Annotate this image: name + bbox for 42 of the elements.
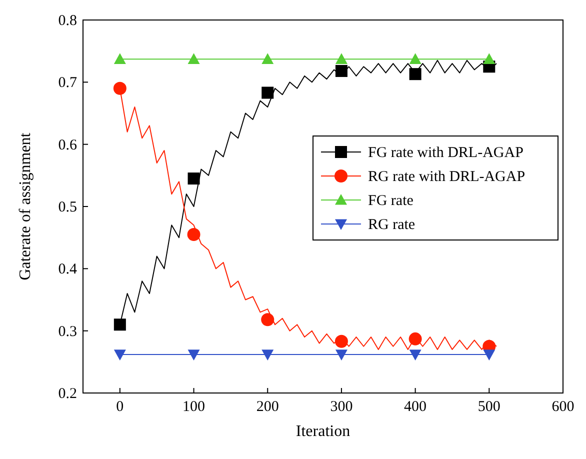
point bbox=[334, 334, 348, 348]
x-axis-title: Iteration bbox=[296, 423, 350, 440]
point bbox=[114, 350, 126, 360]
point bbox=[114, 318, 126, 331]
point bbox=[114, 53, 126, 64]
y-axis-title: Gaterate of assignment bbox=[17, 132, 34, 280]
point bbox=[335, 350, 348, 360]
point bbox=[188, 53, 200, 64]
point bbox=[261, 313, 274, 326]
point bbox=[409, 350, 422, 360]
point bbox=[408, 332, 422, 346]
legend-label: RG rate bbox=[368, 217, 416, 233]
y-tick-label: 0.7 bbox=[58, 75, 78, 92]
x-tick-label: 500 bbox=[478, 399, 500, 415]
point bbox=[409, 68, 422, 80]
x-tick-label: 400 bbox=[404, 399, 427, 415]
point bbox=[335, 64, 348, 77]
x-tick-label: 200 bbox=[256, 399, 279, 415]
y-tick-label: 0.3 bbox=[58, 324, 77, 340]
y-tick-label: 0.5 bbox=[58, 200, 77, 216]
point bbox=[262, 86, 274, 99]
point bbox=[113, 82, 126, 95]
point bbox=[262, 53, 274, 64]
point bbox=[187, 228, 200, 241]
point bbox=[188, 350, 200, 360]
point bbox=[483, 53, 496, 64]
legend-label: FG rate bbox=[368, 193, 414, 209]
x-tick-label: 100 bbox=[182, 399, 206, 415]
point bbox=[188, 172, 200, 185]
point bbox=[262, 350, 274, 360]
point bbox=[409, 53, 422, 64]
y-tick-label: 0.6 bbox=[58, 137, 78, 154]
y-tick-label: 0.2 bbox=[58, 386, 77, 402]
x-tick-label: 300 bbox=[330, 399, 353, 415]
legend-label: RG rate with DRL-AGAP bbox=[368, 169, 526, 185]
y-tick-label: 0.8 bbox=[58, 13, 77, 29]
point bbox=[483, 350, 496, 360]
point bbox=[335, 53, 348, 64]
x-tick-label: 0 bbox=[116, 399, 124, 415]
legend-label: FG rate with DRL-AGAP bbox=[368, 145, 524, 161]
x-tick-label: 600 bbox=[552, 399, 574, 415]
y-tick-label: 0.4 bbox=[58, 262, 78, 278]
